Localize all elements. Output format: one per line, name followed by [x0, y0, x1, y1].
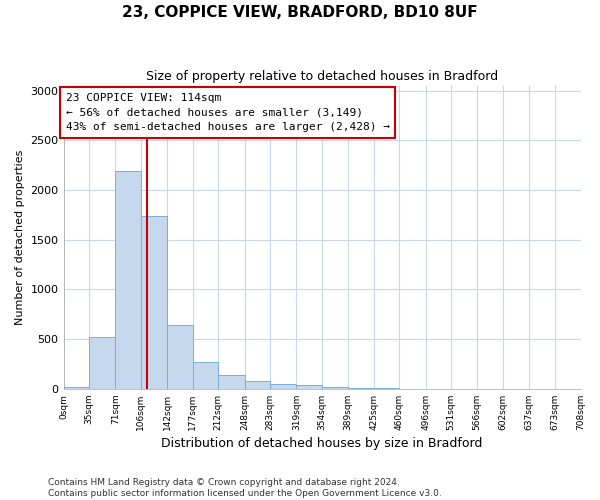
Bar	[89, 337, 115, 389]
Bar	[193, 362, 218, 389]
Bar	[245, 381, 270, 389]
Bar	[167, 325, 193, 389]
Bar	[115, 171, 141, 389]
Bar	[296, 386, 322, 389]
Text: 23, COPPICE VIEW, BRADFORD, BD10 8UF: 23, COPPICE VIEW, BRADFORD, BD10 8UF	[122, 5, 478, 20]
Bar	[218, 376, 245, 389]
X-axis label: Distribution of detached houses by size in Bradford: Distribution of detached houses by size …	[161, 437, 483, 450]
Bar	[141, 216, 167, 389]
Text: Contains HM Land Registry data © Crown copyright and database right 2024.
Contai: Contains HM Land Registry data © Crown c…	[48, 478, 442, 498]
Y-axis label: Number of detached properties: Number of detached properties	[15, 150, 25, 325]
Bar	[64, 387, 89, 389]
Title: Size of property relative to detached houses in Bradford: Size of property relative to detached ho…	[146, 70, 498, 83]
Text: 23 COPPICE VIEW: 114sqm
← 56% of detached houses are smaller (3,149)
43% of semi: 23 COPPICE VIEW: 114sqm ← 56% of detache…	[66, 92, 390, 132]
Bar	[322, 387, 347, 389]
Bar	[270, 384, 296, 389]
